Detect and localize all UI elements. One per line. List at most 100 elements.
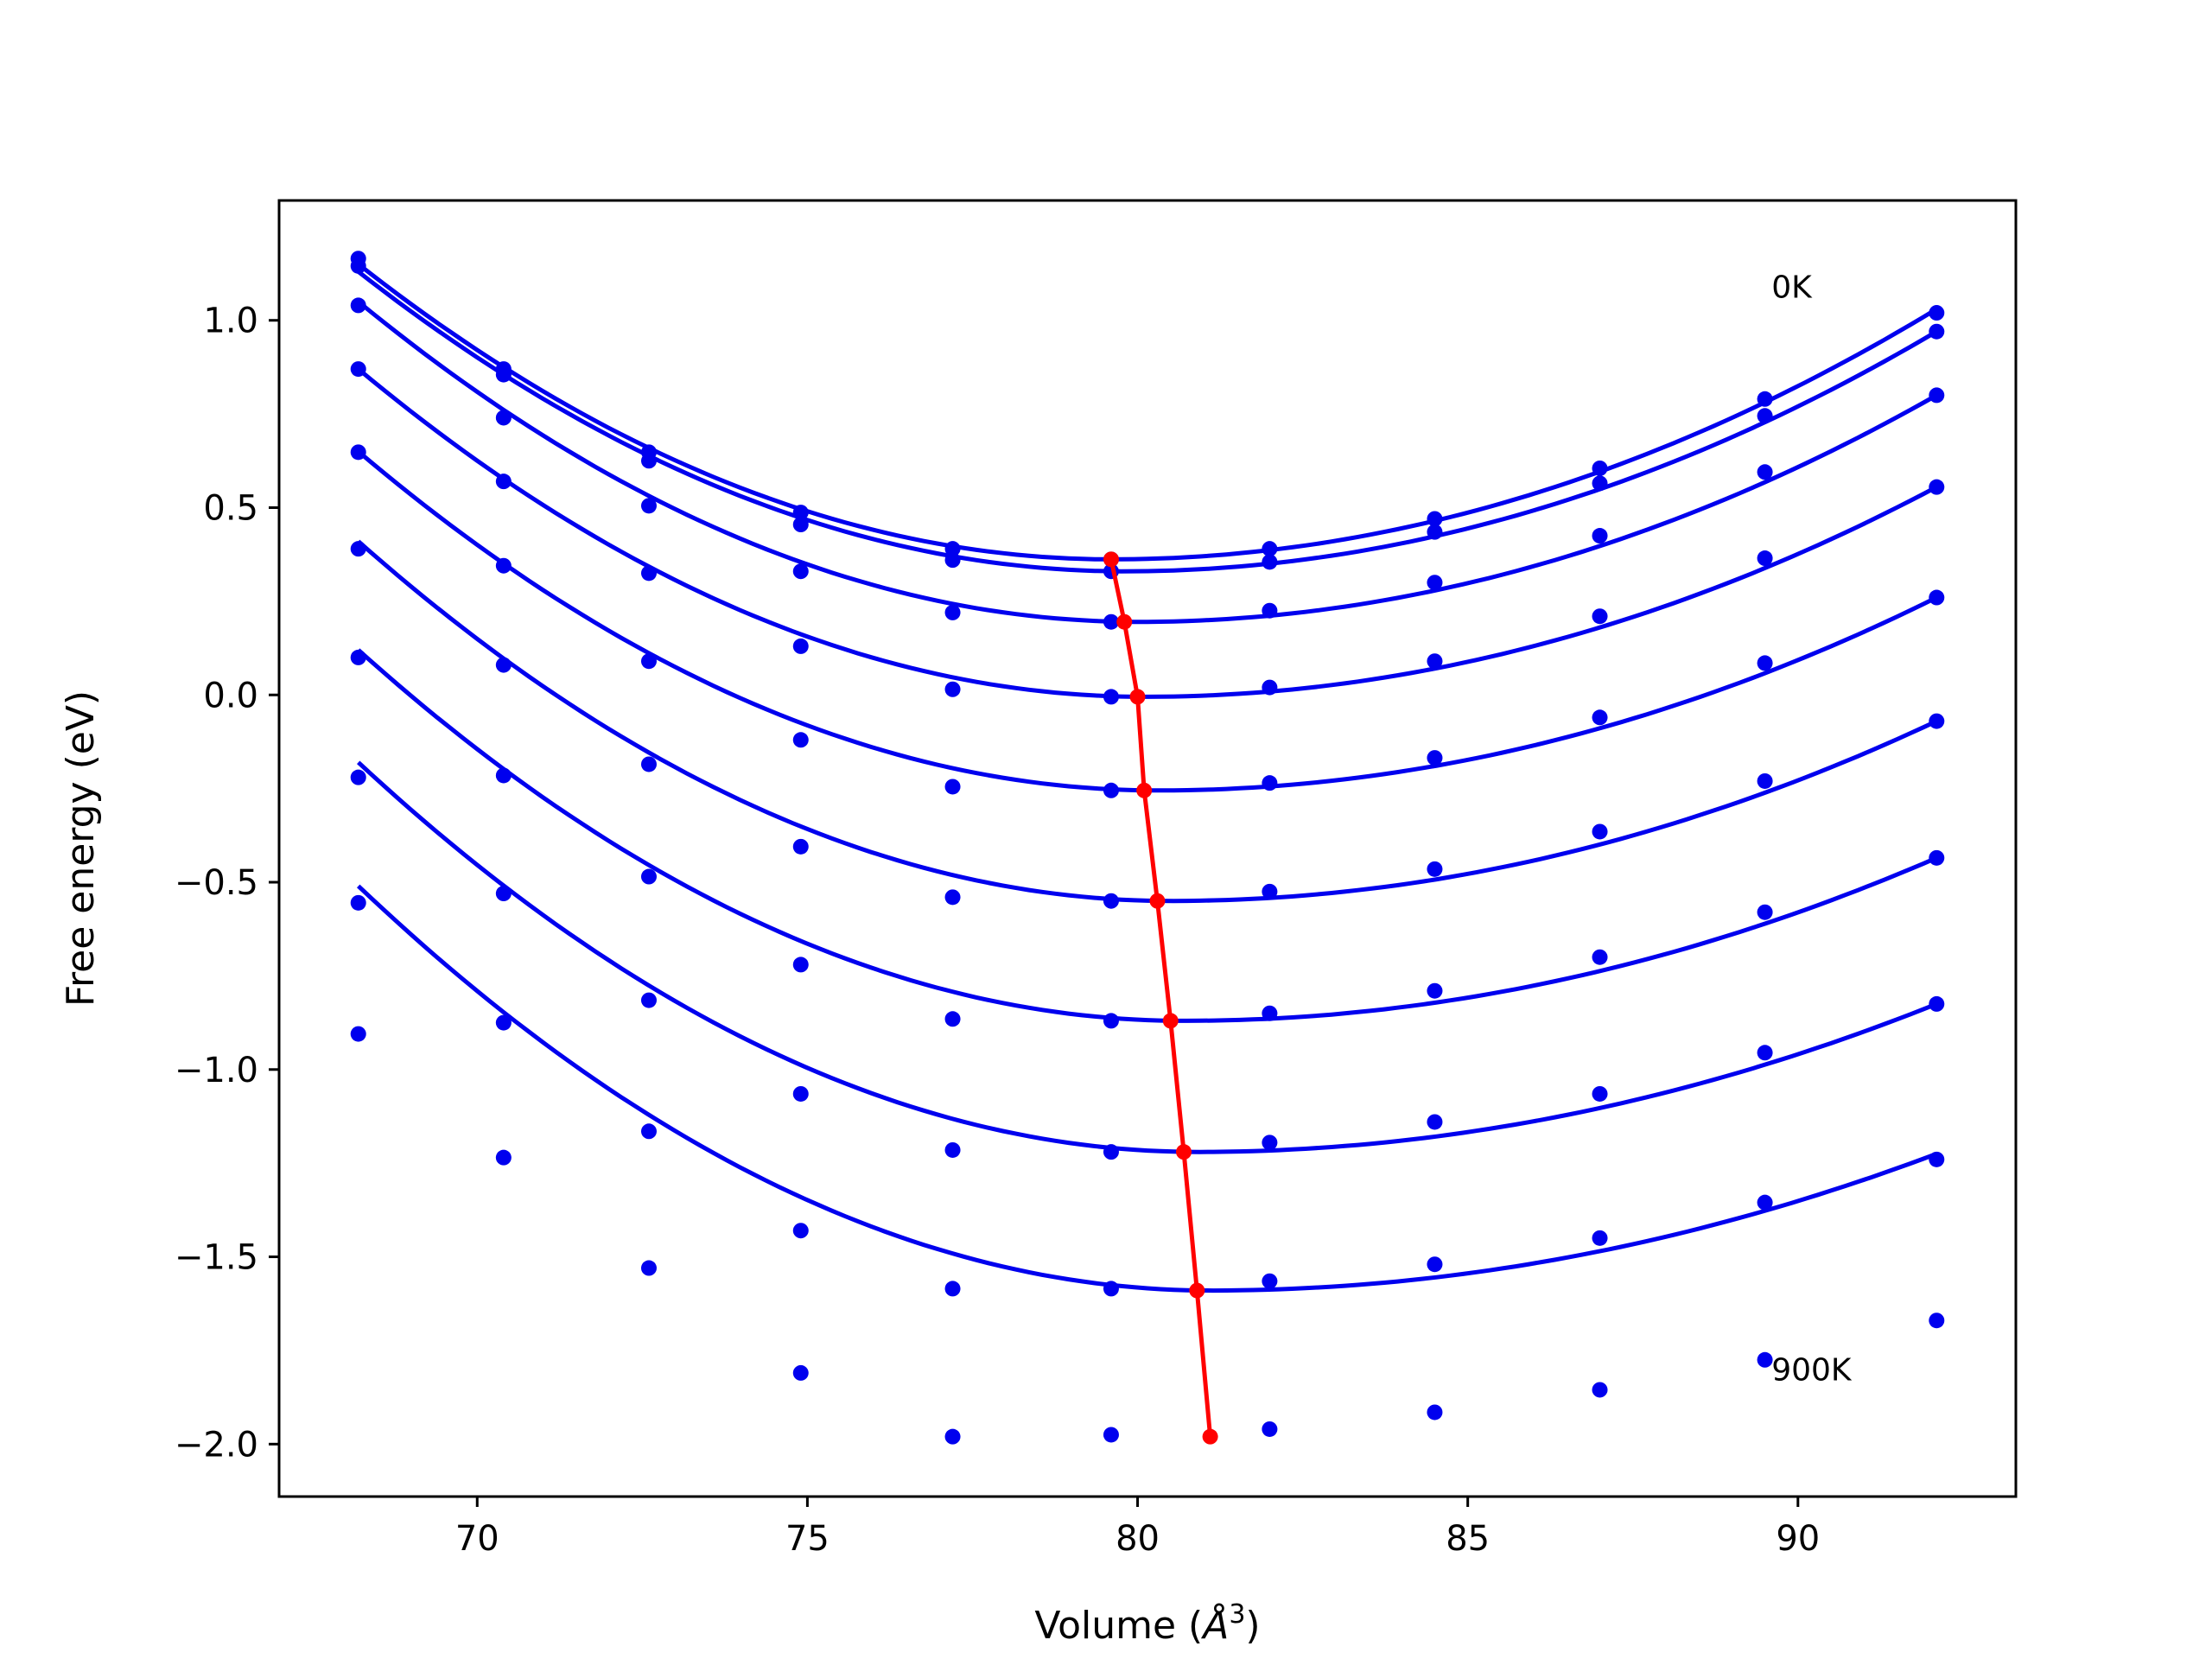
- data-point: [1427, 1404, 1443, 1421]
- data-point: [640, 1123, 657, 1140]
- data-point: [1262, 1135, 1278, 1151]
- data-point: [944, 552, 961, 569]
- data-point: [1592, 475, 1608, 492]
- data-point: [350, 541, 366, 557]
- data-point: [944, 1281, 961, 1297]
- data-point: [792, 1223, 809, 1239]
- data-point: [1592, 949, 1608, 965]
- data-point: [640, 565, 657, 582]
- data-point: [640, 653, 657, 670]
- x-axis-label: Volume (Å3): [1034, 1599, 1260, 1648]
- data-point: [1757, 550, 1773, 567]
- data-point: [1103, 1013, 1119, 1029]
- data-point: [1427, 653, 1443, 670]
- fit-curve: [356, 884, 1938, 1294]
- data-point: [1929, 479, 1945, 495]
- data-point: [1103, 1427, 1119, 1443]
- data-point: [1592, 1382, 1608, 1398]
- data-point: [350, 1026, 366, 1042]
- data-point: [792, 957, 809, 973]
- data-point: [495, 474, 512, 490]
- minimum-point: [1189, 1282, 1205, 1299]
- data-point: [944, 1011, 961, 1027]
- x-axis-label-text: Volume (: [1034, 1604, 1203, 1648]
- y-tick-label: 0.0: [203, 676, 258, 715]
- data-point: [1262, 883, 1278, 899]
- data-point: [944, 779, 961, 795]
- x-tick-label: 75: [785, 1519, 830, 1559]
- data-point: [944, 604, 961, 620]
- data-point: [640, 1260, 657, 1276]
- fit-curve: [357, 270, 1938, 574]
- data-point: [1757, 1194, 1773, 1211]
- data-point: [1427, 982, 1443, 999]
- data-point: [1757, 655, 1773, 671]
- data-point: [350, 361, 366, 378]
- data-point: [350, 769, 366, 785]
- data-point: [1592, 823, 1608, 840]
- data-point: [1103, 1144, 1119, 1160]
- minimum-line: [1103, 551, 1218, 1445]
- data-point: [350, 257, 366, 274]
- data-point: [1427, 575, 1443, 591]
- data-point: [1757, 1351, 1773, 1368]
- data-point: [1103, 893, 1119, 909]
- data-point: [495, 657, 512, 673]
- data-point: [792, 563, 809, 580]
- data-point: [495, 767, 512, 784]
- data-point: [1262, 554, 1278, 570]
- data-point: [1262, 1005, 1278, 1021]
- x-axis-ticks: 70 75 80 85 90: [455, 1497, 1820, 1559]
- fit-curve: [357, 648, 1938, 1023]
- x-axis-label-exponent: 3: [1229, 1599, 1245, 1630]
- data-point: [1262, 602, 1278, 619]
- data-point: [1757, 391, 1773, 407]
- temperature-label: 900K: [1771, 1353, 1853, 1389]
- data-point: [944, 541, 961, 557]
- data-point: [1592, 460, 1608, 476]
- data-point: [1929, 849, 1945, 866]
- data-point: [1103, 1281, 1119, 1297]
- data-point: [1592, 1230, 1608, 1246]
- data-point: [1262, 1421, 1278, 1437]
- data-point: [350, 649, 366, 665]
- y-axis-ticks: 1.0 0.5 0.0 −0.5 −1.0 −1.5 −2.0: [175, 302, 279, 1465]
- data-point: [640, 756, 657, 772]
- data-point: [1929, 1313, 1945, 1329]
- minimum-point: [1162, 1013, 1179, 1029]
- data-point: [792, 1364, 809, 1381]
- data-point: [1262, 1273, 1278, 1289]
- data-point: [944, 1141, 961, 1158]
- data-point: [944, 1428, 961, 1445]
- data-point: [495, 1149, 512, 1166]
- y-axis-label: Free energy (eV): [59, 690, 103, 1007]
- data-point: [1592, 1085, 1608, 1102]
- data-point: [1262, 679, 1278, 696]
- data-point: [640, 992, 657, 1008]
- data-point: [1427, 861, 1443, 877]
- data-point: [1592, 608, 1608, 625]
- minimum-point: [1103, 551, 1119, 568]
- fit-curve: [357, 760, 1938, 1154]
- data-point: [1929, 323, 1945, 340]
- y-tick-label: 0.5: [203, 488, 258, 528]
- data-point: [1592, 528, 1608, 544]
- x-axis-label-close: ): [1245, 1604, 1260, 1648]
- data-point: [792, 638, 809, 654]
- data-point: [1427, 750, 1443, 766]
- minimum-point: [1129, 689, 1146, 705]
- data-point: [944, 889, 961, 906]
- data-point: [792, 505, 809, 521]
- data-point: [1929, 1151, 1945, 1167]
- data-point: [1929, 305, 1945, 321]
- data-point: [1427, 1114, 1443, 1130]
- data-point: [1427, 1256, 1443, 1273]
- x-axis-label-symbol: Å: [1200, 1602, 1229, 1648]
- data-point: [640, 453, 657, 469]
- data-point: [1929, 713, 1945, 729]
- data-point: [495, 557, 512, 574]
- minimum-point: [1116, 613, 1133, 630]
- data-point: [1757, 772, 1773, 789]
- y-tick-label: −1.5: [175, 1238, 258, 1278]
